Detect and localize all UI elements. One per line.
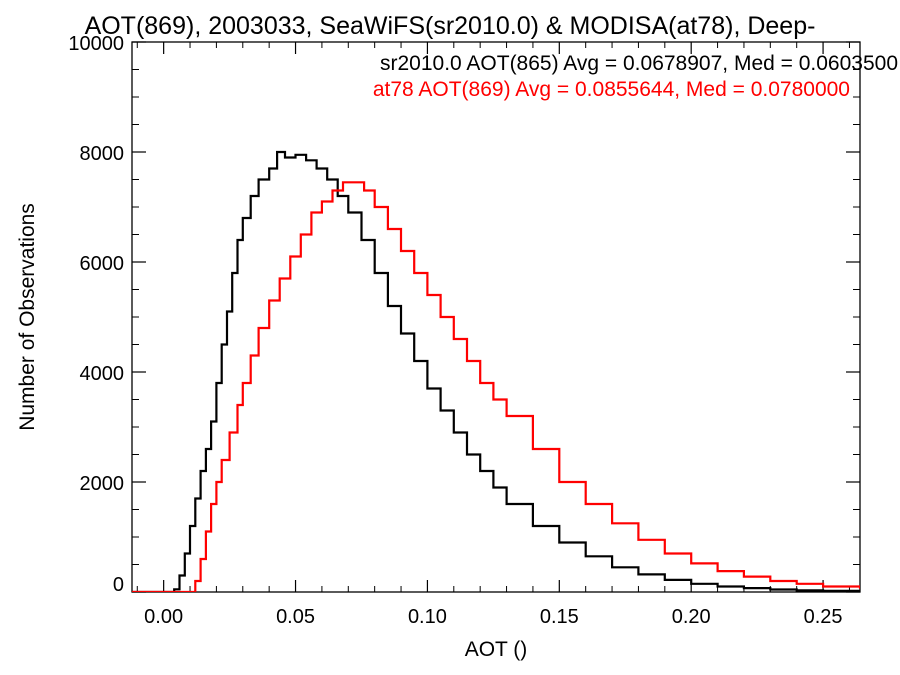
y-axis-label: Number of Observations <box>16 203 39 431</box>
y-tick-label: 10000 <box>68 33 124 55</box>
y-tick-label: 0 <box>113 574 124 596</box>
y-tick-label: 8000 <box>80 143 125 165</box>
series-line-sr2010 <box>132 150 860 592</box>
plot-frame <box>131 41 861 593</box>
x-tick-label: 0.10 <box>408 606 447 628</box>
y-tick-label: 4000 <box>80 363 125 385</box>
x-tick-label: 0.00 <box>144 606 183 628</box>
legend-entry: at78 AOT(869) Avg = 0.0855644, Med = 0.0… <box>373 78 850 101</box>
series-line-at78 <box>132 181 860 592</box>
x-axis-ticks: 0.00 0.05 0.10 0.15 0.20 0.25 <box>136 42 850 628</box>
y-axis-ticks: 0 2000 4000 6000 8000 10000 <box>68 33 860 596</box>
series-layer <box>132 150 860 592</box>
x-tick-label: 0.15 <box>540 606 579 628</box>
legend: sr2010.0 AOT(865) Avg = 0.0678907, Med =… <box>373 52 898 101</box>
x-tick-label: 0.20 <box>672 606 711 628</box>
legend-entry: sr2010.0 AOT(865) Avg = 0.0678907, Med =… <box>380 52 898 75</box>
chart-title: AOT(869), 2003033, SeaWiFS(sr2010.0) & M… <box>85 12 816 40</box>
y-tick-label: 6000 <box>80 253 125 275</box>
x-tick-label: 0.05 <box>276 606 315 628</box>
x-tick-label: 0.25 <box>804 606 843 628</box>
y-tick-label: 2000 <box>80 473 125 495</box>
x-axis-label: AOT () <box>465 638 528 661</box>
